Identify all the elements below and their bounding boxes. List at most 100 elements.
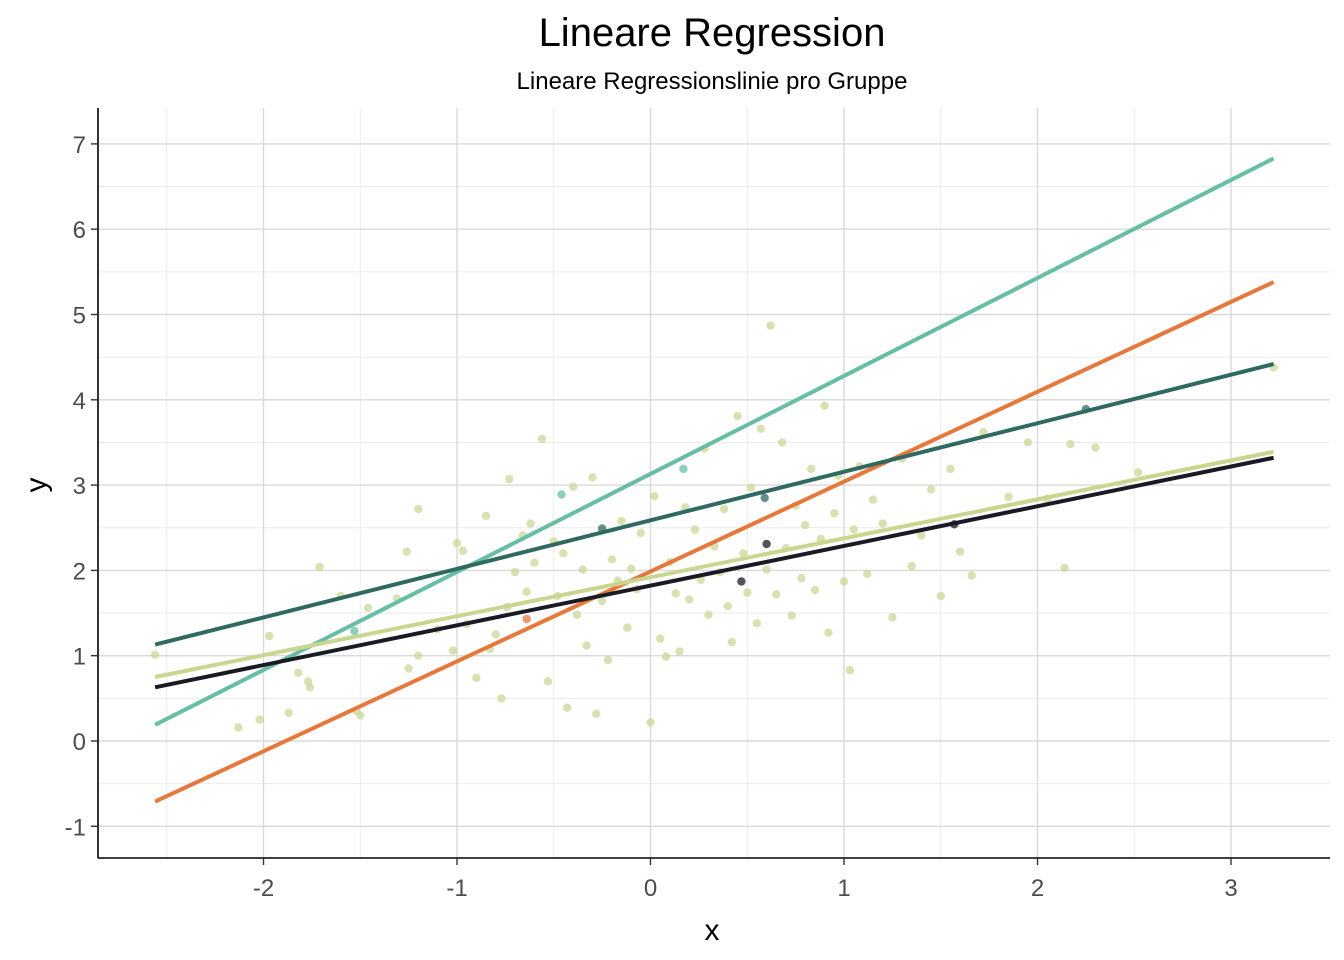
data-point [350,626,359,636]
data-point [824,628,833,637]
data-point [1091,443,1100,452]
data-point [845,666,854,675]
data-point [623,623,632,632]
data-point [452,538,462,548]
data-point [255,715,264,724]
data-point [402,547,411,556]
data-point [907,561,916,571]
data-point [878,519,887,528]
data-point [1060,563,1069,572]
data-point [505,474,514,484]
data-point [636,528,645,538]
data-point [797,573,806,583]
data-point [607,555,616,564]
data-point [305,683,315,692]
data-point [530,558,539,567]
data-point [284,708,293,718]
chart-title: Lineare Regression [539,11,886,55]
data-point [617,516,626,526]
data-point [522,614,531,624]
data-point [150,650,160,659]
data-point [563,703,572,712]
data-point [737,577,746,586]
data-point [315,562,324,572]
regression-line [154,455,1275,690]
data-point [787,611,796,620]
data-point [863,569,872,578]
minor-gridlines [98,108,1330,858]
data-point [801,521,810,530]
data-point [679,464,688,474]
data-point [497,694,506,703]
x-tick-label: 2 [1031,875,1044,902]
data-point [1023,438,1032,447]
regression-line [154,362,1275,647]
x-tick-label: 1 [837,875,850,902]
data-point [510,567,520,577]
data-point [675,647,684,656]
data-point [588,473,597,482]
data-point [568,482,578,491]
data-point [626,564,636,573]
data-point [739,549,748,558]
data-point [743,588,752,597]
data-point [597,596,607,606]
data-point [603,655,613,665]
data-point [661,652,671,661]
data-point [733,411,742,421]
data-point [719,504,729,514]
data-point [522,587,531,596]
y-tick-label: 0 [73,729,86,756]
data-point [1133,468,1143,477]
data-point [746,483,756,492]
regression-line [154,280,1275,804]
data-point [685,595,694,604]
data-point [760,493,769,503]
data-point [806,464,816,474]
data-point [472,673,481,683]
regression-line [154,156,1275,727]
x-tick-label: -2 [253,875,274,902]
data-point [772,590,781,599]
data-point [762,565,771,574]
data-point [404,664,413,673]
y-tick-label: -1 [65,814,86,841]
data-point [727,637,736,647]
tick-labels: -2 -1 0 1 2 3 -1 0 1 2 3 4 5 6 7 [65,132,1238,902]
data-point [537,434,547,444]
data-point [704,610,713,619]
data-point [888,613,897,622]
data-point [582,641,591,650]
regression-lines [154,156,1275,804]
chart-subtitle: Lineare Regressionslinie pro Gruppe [517,68,908,95]
data-point [839,577,849,586]
data-points [150,321,1278,732]
data-point [967,571,976,580]
data-point [671,589,680,598]
data-point [572,610,582,619]
data-point [723,602,733,611]
data-point [926,485,936,494]
data-point [234,723,243,732]
y-tick-label: 1 [73,644,86,671]
data-point [777,438,787,447]
data-point [578,565,587,574]
data-point [414,651,423,660]
axes [91,108,1330,865]
data-point [1066,440,1075,449]
data-point [481,511,491,520]
y-tick-label: 5 [73,303,86,330]
data-point [414,504,423,514]
data-point [646,718,655,727]
y-tick-label: 4 [73,388,86,415]
data-point [491,630,500,639]
data-point [1004,492,1013,502]
data-point [363,603,373,613]
regression-line [154,449,1274,679]
data-point [868,495,878,504]
data-point [830,509,839,518]
data-point [917,531,926,540]
data-point [810,585,820,595]
data-point [294,668,303,677]
